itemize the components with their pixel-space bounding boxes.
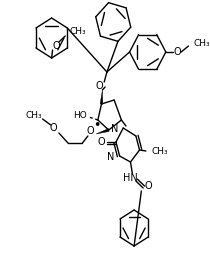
Polygon shape [96, 129, 109, 134]
Text: O: O [174, 47, 181, 57]
Text: •: • [93, 119, 101, 133]
Text: O: O [52, 41, 60, 51]
Text: CH₃: CH₃ [151, 147, 168, 155]
Text: HO: HO [73, 110, 87, 119]
Text: O: O [87, 126, 94, 136]
Text: O: O [50, 123, 57, 133]
Text: CH₃: CH₃ [25, 110, 42, 119]
Text: O: O [96, 81, 104, 91]
Text: CH₃: CH₃ [70, 27, 86, 37]
Text: O: O [145, 181, 152, 191]
Polygon shape [100, 90, 103, 104]
Text: HN: HN [123, 173, 138, 183]
Text: N: N [111, 124, 119, 134]
Text: CH₃: CH₃ [194, 40, 210, 49]
Text: O: O [98, 137, 105, 147]
Text: N: N [107, 152, 114, 162]
